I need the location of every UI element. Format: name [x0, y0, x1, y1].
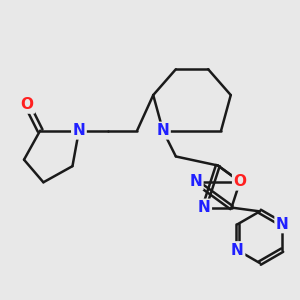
Text: N: N: [231, 243, 244, 258]
Text: N: N: [198, 200, 211, 215]
Text: N: N: [189, 174, 202, 189]
Text: N: N: [276, 217, 289, 232]
Text: N: N: [73, 123, 85, 138]
Text: N: N: [157, 123, 169, 138]
Text: O: O: [21, 97, 34, 112]
Text: O: O: [233, 174, 247, 189]
